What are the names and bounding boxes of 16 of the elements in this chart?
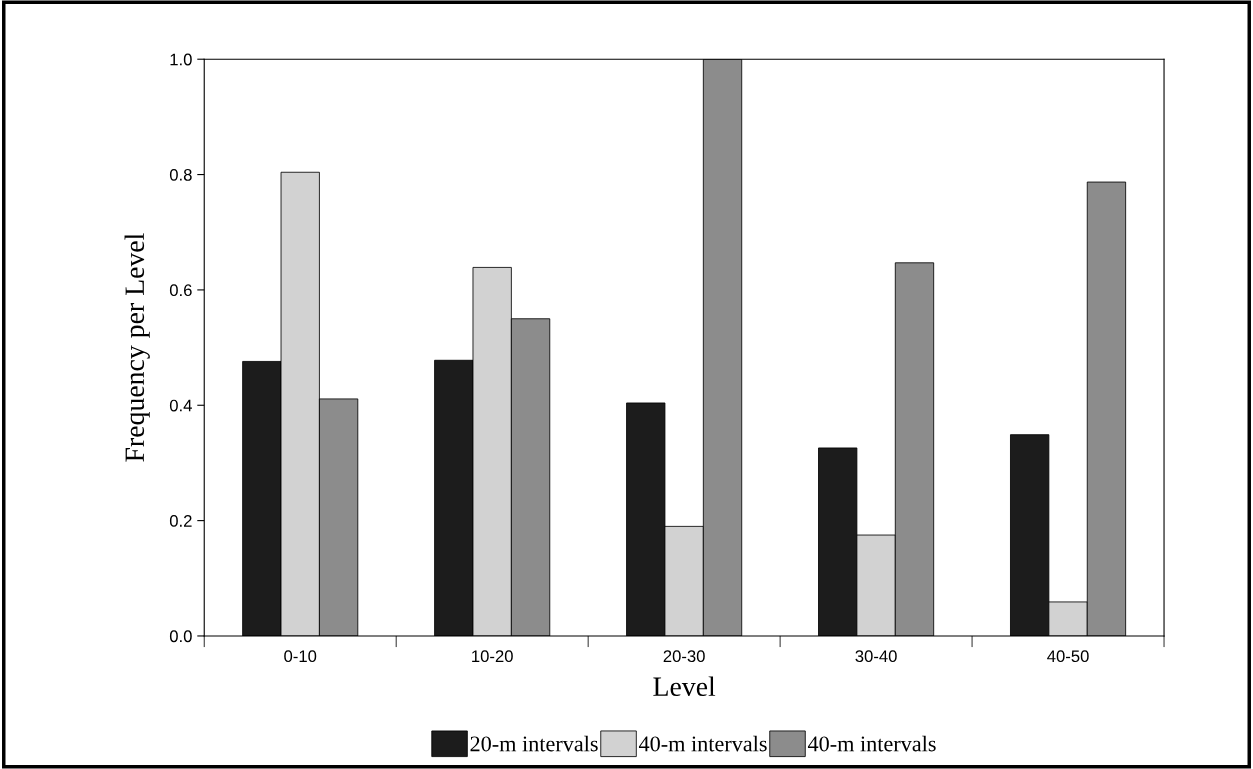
x-tick-label: 40-50 [1047,650,1089,663]
y-tick-label: 0.6 [169,284,192,297]
x-axis-title: Level [653,676,716,697]
y-tick-label: 0.4 [169,399,192,412]
y-tick-label: 0.0 [169,630,192,643]
y-axis-title: Frequency per Level [124,233,150,462]
x-tick-label: 20-30 [663,650,705,663]
x-tick-label: 30-40 [855,650,897,663]
y-tick-label: 0.8 [169,168,192,181]
legend-label: 20-m intervals [470,735,598,752]
y-tick-label: 0.2 [169,515,192,527]
x-tick-label: 0-10 [284,650,317,663]
legend-label: 40-m intervals [638,735,767,752]
y-tick-label: 1.0 [170,53,192,66]
legend-label: 40-m intervals [807,735,936,752]
x-tick-label: 10-20 [472,650,513,663]
